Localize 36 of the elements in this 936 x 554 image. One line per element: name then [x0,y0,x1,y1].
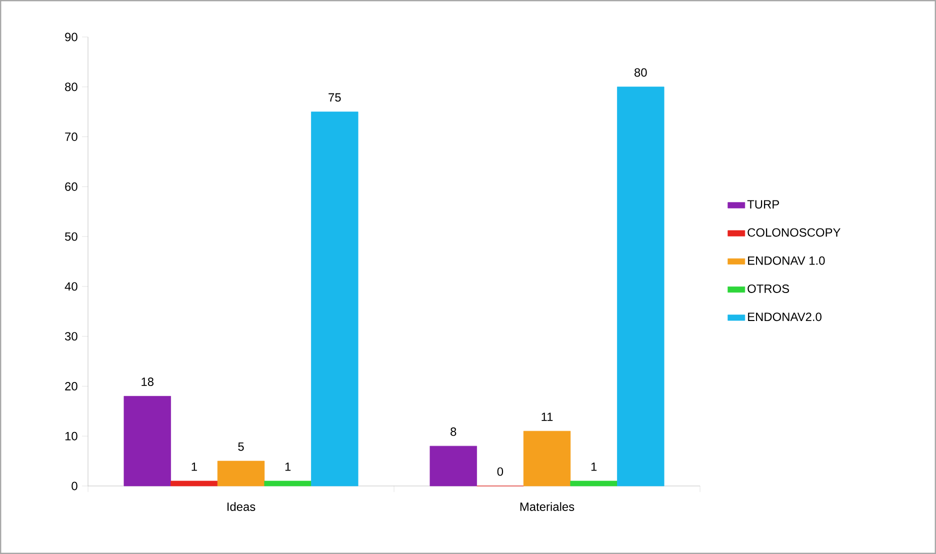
y-tick-label: 50 [65,232,78,241]
data-label: 80 [634,68,647,77]
bar [170,480,218,486]
bar [523,430,571,486]
bar [264,480,312,486]
legend-label: OTROS [748,284,790,293]
data-label: 1 [192,462,197,471]
y-tick-label: 70 [65,132,78,141]
bar [617,86,664,486]
data-label: 18 [142,378,154,386]
y-tick-label: 30 [64,332,78,341]
data-label: 11 [542,412,553,421]
data-label: 1 [591,462,597,471]
y-tick-label: 60 [65,182,78,191]
data-label: 1 [285,462,291,471]
x-tick-label: Materiales [520,502,574,511]
x-tick-label: Ideas [227,502,256,511]
data-label: 5 [238,442,244,451]
data-label: 8 [450,427,456,436]
legend-label: TURP [747,200,779,209]
bar [124,396,171,486]
y-tick-label: 0 [72,482,78,490]
data-label: 75 [328,93,341,102]
bar [217,460,265,486]
y-tick-label: 20 [65,382,78,390]
y-tick-label: 40 [64,282,78,291]
legend-label: COLONOSCOPY [748,228,840,237]
y-tick-label: 80 [65,82,78,92]
y-tick-label: 90 [65,32,78,42]
legend-label: ENDONAV 1.0 [748,256,825,265]
legend-label: ENDONAV2.0 [748,312,822,322]
bar [311,112,358,486]
data-label: 0 [497,467,504,476]
bar [570,480,618,486]
bar [430,446,477,486]
y-tick-label: 10 [65,432,78,440]
